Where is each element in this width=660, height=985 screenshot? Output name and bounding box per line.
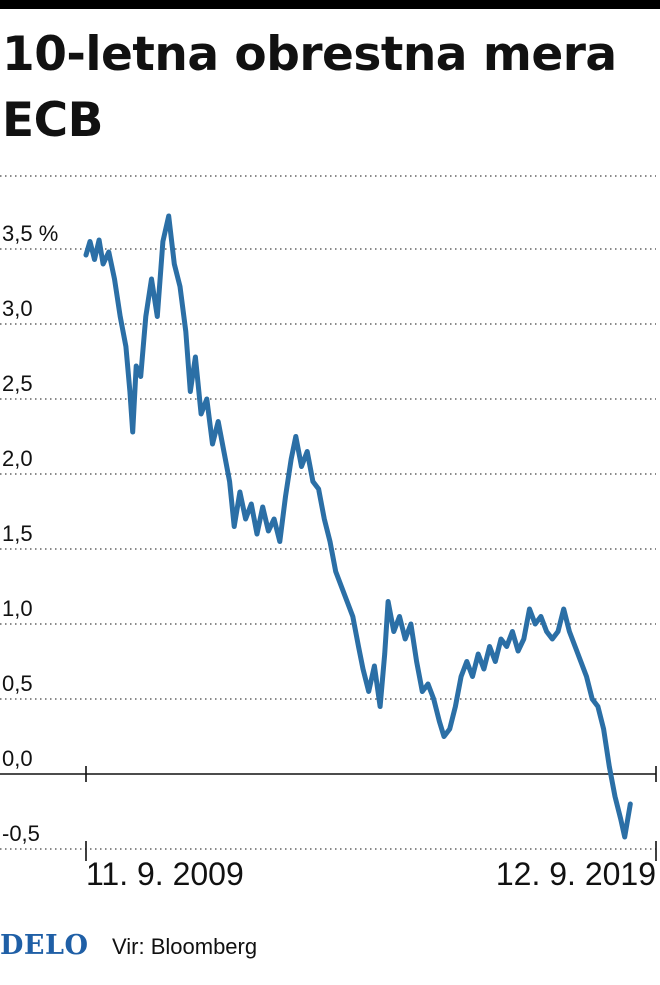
x-tick-label: 11. 9. 2009 — [86, 856, 244, 892]
y-tick-label: 0,5 — [2, 671, 33, 696]
y-tick-label: 1,5 — [2, 521, 33, 546]
y-tick-label: -0,5 — [2, 821, 40, 846]
series-line — [83, 213, 633, 840]
y-tick-labels: 3,5 % 3,0 2,5 2,0 1,5 1,0 0,5 0,0 -0,5 — [2, 221, 58, 846]
y-tick-label: 0,0 — [2, 746, 33, 771]
y-tick-label: 2,5 — [2, 371, 33, 396]
chart-title: 10-letna obrestna mera ECB — [2, 27, 617, 148]
x-tick-labels: 11. 9. 2009 12. 9. 2019 — [86, 856, 656, 892]
y-tick-label: 1,0 — [2, 596, 33, 621]
series-lines — [83, 213, 633, 840]
y-tick-label: 2,0 — [2, 446, 33, 471]
y-tick-label: 3,0 — [2, 296, 33, 321]
source-note: Vir: Bloomberg — [112, 934, 258, 959]
top-rule — [0, 0, 660, 9]
gridlines — [0, 175, 656, 850]
delo-logo: DELO — [0, 930, 89, 961]
y-tick-label: 3,5 % — [2, 221, 58, 246]
axes — [0, 766, 657, 861]
x-tick-label: 12. 9. 2019 — [496, 856, 656, 892]
line-chart: 3,5 % 3,0 2,5 2,0 1,5 1,0 0,5 0,0 -0,5 11. 9. 20… — [0, 175, 657, 892]
